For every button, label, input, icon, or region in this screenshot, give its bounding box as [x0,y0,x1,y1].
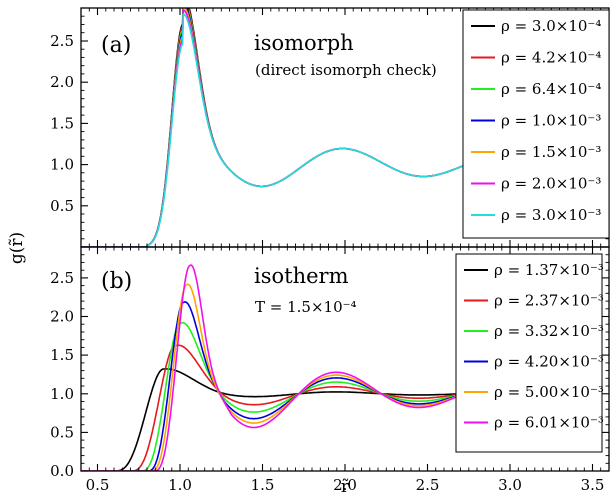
panel-b-legend: ρ = 1.37×10⁻³ ρ = 2.37×10⁻³ ρ = 3.32×10⁻³ ρ… [455,253,604,453]
x-tick-label: 2.0 [333,476,357,494]
series-line [81,264,494,471]
y-tick-label: 0.0 [50,462,74,480]
y-tick-label: 1.5 [50,114,74,132]
panel-a-title: isomorph [254,31,354,55]
panel-a-legend: ρ = 3.0×10⁻⁴ ρ = 4.2×10⁻⁴ ρ = 6.4×10⁻⁴ ρ = … [462,9,610,239]
legend-label: ρ = 4.20×10⁻³ [494,353,604,371]
x-axis-label: r̃ [341,477,350,496]
series-line [81,344,494,471]
panel-b-subtitle: T = 1.5×10⁻⁴ [255,298,357,316]
series-line [81,301,494,471]
legend-label: ρ = 1.37×10⁻³ [494,261,604,279]
legend-label: ρ = 6.01×10⁻³ [494,414,604,432]
y-axis-label: g(r̃) [7,232,27,264]
x-tick-label: 3.5 [581,476,605,494]
y-tick-label: 0.5 [50,197,74,215]
panel-a-label: (a) [101,33,131,58]
x-tick-labels: 0.5 1.0 1.5 2.0 2.5 3.0 3.5 [86,476,605,494]
legend-label: ρ = 3.0×10⁻³ [501,206,601,224]
legend-label: ρ = 3.0×10⁻⁴ [501,17,601,35]
x-tick-label: 1.0 [168,476,192,494]
y-tick-label: 2.0 [50,73,74,91]
panel-b-frame [80,246,610,472]
y-tick-label: 1.0 [50,385,74,403]
panel-b-label: (b) [101,269,132,294]
series-line [81,368,494,471]
x-tick-label: 1.5 [251,476,275,494]
legend-label: ρ = 2.0×10⁻³ [501,175,601,193]
x-tick-label: 3.0 [498,476,522,494]
y-tick-label: 2.0 [50,308,74,326]
legend-label: ρ = 6.4×10⁻⁴ [501,80,601,98]
legend-box [455,253,603,453]
legend-label: ρ = 1.5×10⁻³ [501,143,601,161]
y-tick-label: 0.5 [50,423,74,441]
legend-label: ρ = 2.37×10⁻³ [494,292,604,310]
legend-label: ρ = 4.2×10⁻⁴ [501,49,601,67]
legend-label: ρ = 3.32×10⁻³ [494,322,604,340]
panel-b-title: isotherm [254,264,349,288]
y-tick-label: 1.5 [50,346,74,364]
panel-b: 0.0 0.5 1.0 1.5 2.0 2.5 (b) isotherm T = 1.5×… [50,246,610,480]
legend-box [462,9,610,239]
legend-label: ρ = 1.0×10⁻³ [501,112,601,130]
panel-a-subtitle: (direct isomorph check) [255,61,437,79]
series-line [81,321,494,471]
panel-a: 0.5 1.0 1.5 2.0 2.5 (a) isomorph (direct iso… [50,7,610,248]
y-tick-label: 2.5 [50,269,74,287]
y-tick-label: 1.0 [50,156,74,174]
y-tick-label: 2.5 [50,32,74,50]
panel-b-series-lines [81,264,494,471]
legend-label: ρ = 5.00×10⁻³ [494,383,604,401]
x-tick-label: 0.5 [86,476,110,494]
series-line [81,283,494,471]
x-tick-label: 2.5 [416,476,440,494]
